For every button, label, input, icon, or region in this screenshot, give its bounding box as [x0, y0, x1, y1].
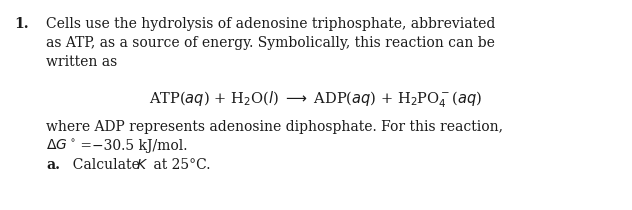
Text: as ATP, as a source of energy. Symbolically, this reaction can be: as ATP, as a source of energy. Symbolica…: [46, 36, 495, 50]
Text: at 25°C.: at 25°C.: [149, 158, 210, 172]
Text: a.: a.: [46, 158, 60, 172]
Text: 1.: 1.: [14, 17, 28, 31]
Text: ATP($aq$) + H$_2$O($l$) $\longrightarrow$ ADP($aq$) + H$_2$PO$_4^-$($aq$): ATP($aq$) + H$_2$O($l$) $\longrightarrow…: [149, 89, 483, 109]
Text: Calculate: Calculate: [64, 158, 144, 172]
Text: Cells use the hydrolysis of adenosine triphosphate, abbreviated: Cells use the hydrolysis of adenosine tr…: [46, 17, 495, 31]
Text: =−30.5 kJ/mol.: =−30.5 kJ/mol.: [76, 139, 188, 153]
Text: written as: written as: [46, 55, 118, 69]
Text: where ADP represents adenosine diphosphate. For this reaction,: where ADP represents adenosine diphospha…: [46, 120, 503, 134]
Text: $\Delta G^\circ$: $\Delta G^\circ$: [46, 139, 76, 154]
Text: $K$: $K$: [136, 158, 148, 172]
